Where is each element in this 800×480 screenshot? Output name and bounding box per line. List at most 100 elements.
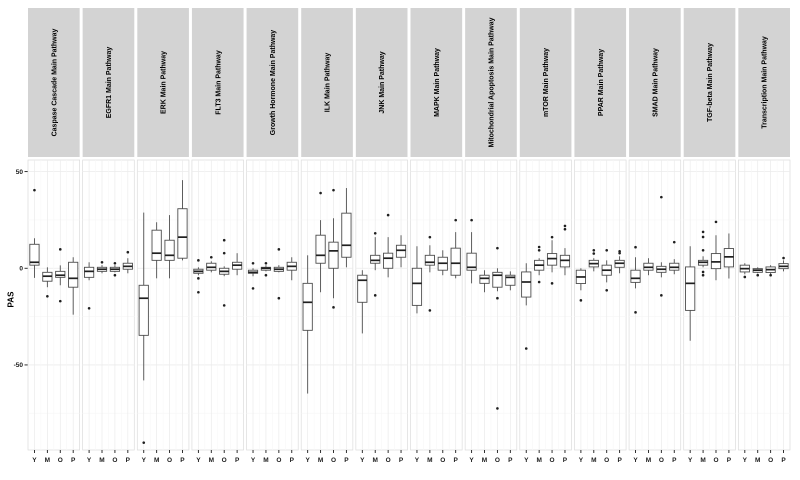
outlier-point xyxy=(537,245,541,249)
x-axis-group-label: P xyxy=(180,457,185,464)
y-axis-tick-label: 50 xyxy=(16,169,24,176)
facet-strip xyxy=(683,8,736,157)
facet-strip xyxy=(629,8,681,157)
outlier-point xyxy=(58,299,62,303)
outlier-point xyxy=(87,306,91,310)
facet-strip xyxy=(410,8,463,157)
x-axis-group-label: P xyxy=(71,457,76,464)
x-axis-group-label: P xyxy=(781,457,786,464)
x-axis-group-label: O xyxy=(440,457,445,464)
facet-strip-label: ILK Main Pathway xyxy=(325,53,332,113)
x-axis-group-label: O xyxy=(604,457,609,464)
outlier-point xyxy=(550,282,554,285)
facet-strip-label: ERK Main Pathway xyxy=(161,51,168,114)
box xyxy=(68,261,79,288)
box xyxy=(138,284,149,336)
outlier-point xyxy=(563,224,567,228)
outlier-point xyxy=(537,280,541,284)
facet-panel: Transcription Main Pathway Y M O P xyxy=(738,8,791,464)
facet-panel: ERK Main Pathway Y M O P xyxy=(136,8,190,464)
facet-strip xyxy=(574,8,627,157)
outlier-point xyxy=(197,277,200,280)
box xyxy=(370,254,381,264)
facet-strip-label: JNK Main Pathway xyxy=(379,51,386,113)
box xyxy=(177,208,188,259)
facet-panel: mTOR Main Pathway Y M O P xyxy=(519,8,572,464)
outlier-point xyxy=(264,273,268,277)
box xyxy=(84,266,95,278)
box xyxy=(450,247,461,276)
x-axis-group-label: P xyxy=(617,457,622,464)
x-axis-group-label: Y xyxy=(633,457,638,464)
facet-strip xyxy=(28,8,80,157)
box xyxy=(466,252,477,271)
facet-strip-label: Caspase Cascade Main Pathway xyxy=(51,29,58,137)
x-axis-group-label: P xyxy=(672,457,677,464)
x-axis-group-label: Y xyxy=(32,457,37,464)
y-axis-title: PAS xyxy=(6,291,16,308)
facet-panel: Growth Hormone Main Pathway Y M O P xyxy=(246,8,299,464)
outlier-point xyxy=(660,195,663,199)
outlier-point xyxy=(126,250,130,254)
box xyxy=(29,243,40,266)
facet-strip xyxy=(738,8,790,157)
outlier-point xyxy=(496,296,499,300)
facet-strip xyxy=(355,8,408,157)
outlier-point xyxy=(251,261,255,265)
box xyxy=(479,274,490,284)
outlier-point xyxy=(386,213,390,217)
outlier-point xyxy=(454,218,457,222)
x-axis-group-label: O xyxy=(550,457,555,464)
box xyxy=(164,239,175,261)
box xyxy=(630,269,641,283)
x-axis-group-label: Y xyxy=(360,457,365,464)
outlier-point xyxy=(701,270,705,274)
x-axis-group-label: Y xyxy=(469,457,474,464)
facet-strip-label: FLT3 Main Pathway xyxy=(215,50,222,115)
outlier-point xyxy=(277,248,281,251)
outlier-point xyxy=(714,220,718,224)
facet-panel: Mitochondrial Apoptosis Main Pathway Y M O P xyxy=(464,8,518,464)
facet-strip xyxy=(82,8,135,157)
x-axis-group-label: Y xyxy=(688,457,693,464)
x-axis-group-label: O xyxy=(495,457,500,464)
facet-strip-label: EGFR1 Main Pathway xyxy=(106,47,113,119)
outlier-point xyxy=(197,259,200,262)
x-axis-group-label: Y xyxy=(196,457,201,464)
box xyxy=(424,254,435,266)
box xyxy=(492,271,503,288)
x-axis-group-label: Y xyxy=(305,457,310,464)
x-axis-group-label: O xyxy=(386,457,391,464)
y-axis-tick-label: 0 xyxy=(19,266,23,273)
box xyxy=(395,244,407,258)
facet-strip-label: mTOR Main Pathway xyxy=(543,48,550,117)
facet-strip-label: Mitochondrial Apoptosis Main Pathway xyxy=(488,17,495,147)
x-axis-group-label: O xyxy=(167,457,172,464)
x-axis-group-label: Y xyxy=(524,457,529,464)
outlier-point xyxy=(222,251,226,255)
outlier-point xyxy=(701,248,705,252)
outlier-point xyxy=(605,248,609,252)
x-axis-group-label: O xyxy=(276,457,281,464)
facet-strip-label: Transcription Main Pathway xyxy=(762,36,769,129)
facet-strip xyxy=(465,8,517,157)
x-axis-group-label: P xyxy=(563,457,568,464)
facet-strip xyxy=(519,8,572,157)
x-axis-group-label: M xyxy=(482,457,487,464)
x-axis-group-label: M xyxy=(536,457,541,464)
facet-strip xyxy=(191,8,244,157)
facet-panel: FLT3 Main Pathway Y M O P xyxy=(191,8,244,464)
x-axis-group-label: M xyxy=(591,457,596,464)
x-axis-group-label: M xyxy=(154,457,159,464)
facet-strip-label: TGF-beta Main Pathway xyxy=(707,43,714,122)
outlier-point xyxy=(701,273,705,277)
box xyxy=(383,252,394,269)
outlier-point xyxy=(496,246,499,250)
x-axis-group-label: P xyxy=(126,457,131,464)
x-axis-group-label: P xyxy=(399,457,404,464)
facet-strip-label: SMAD Main Pathway xyxy=(652,48,659,117)
facet-panel: Caspase Cascade Main Pathway Y M O P xyxy=(27,8,80,464)
outlier-point xyxy=(319,191,322,195)
outlier-point xyxy=(58,248,62,251)
facet-panel: MAPK Main Pathway Y M O P xyxy=(410,8,463,464)
